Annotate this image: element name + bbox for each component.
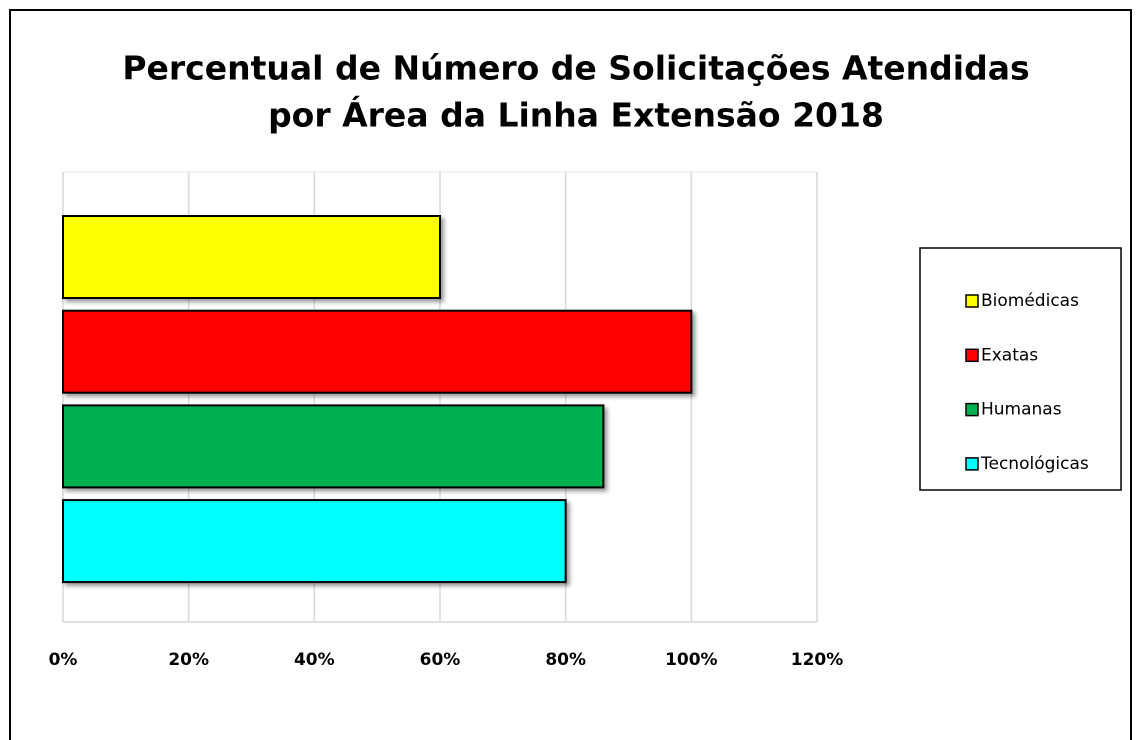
- legend-swatch: [965, 348, 979, 363]
- x-tick-label: 20%: [168, 650, 209, 670]
- legend-swatch: [965, 294, 979, 308]
- legend-label: Exatas: [981, 345, 1038, 365]
- bar: [62, 309, 693, 394]
- legend-label: Tecnológicas: [980, 454, 1089, 474]
- x-tick-label: 60%: [420, 650, 461, 670]
- bar: [62, 404, 605, 489]
- bar: [62, 499, 567, 584]
- legend: [919, 247, 1122, 491]
- x-tick-label: 100%: [665, 650, 718, 670]
- chart-title: Percentual de Número de Solicitações Ate…: [122, 49, 1029, 88]
- bar: [62, 215, 441, 299]
- legend-label: Biomédicas: [981, 291, 1079, 311]
- x-tick-label: 120%: [791, 650, 844, 670]
- legend-swatch: [965, 402, 979, 417]
- legend-label: Humanas: [981, 400, 1062, 420]
- x-tick-label: 80%: [545, 650, 586, 670]
- x-tick-label: 0%: [49, 650, 78, 670]
- chart-title: por Área da Linha Extensão 2018: [268, 95, 884, 135]
- chart-border: [9, 9, 1132, 740]
- x-tick-label: 40%: [294, 650, 335, 670]
- legend-swatch: [965, 457, 979, 471]
